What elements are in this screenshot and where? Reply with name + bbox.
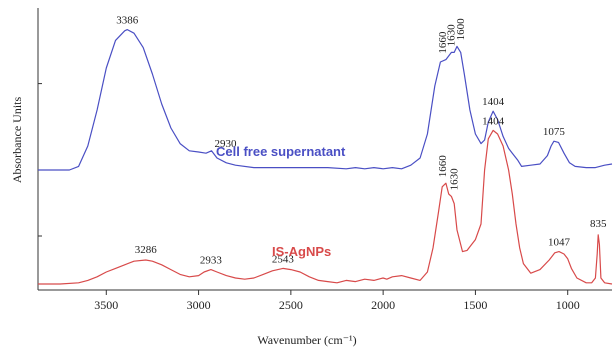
x-tick-label: 1500 [463,298,487,312]
series-line-cell-free-supernatant [38,29,613,171]
peak-label-1630: 1630 [445,24,457,47]
peak-label-3386: 3386 [116,15,139,27]
x-tick-layer: 3500 3000 2500 2000 1500 1000 [94,290,580,312]
y-axis-title: Absorbance Units [10,97,24,184]
peak-label-2933: 2933 [200,255,223,267]
peak-label-1075: 1075 [543,126,566,138]
peak-label-835: 835 [590,218,607,230]
x-tick-label: 3000 [187,298,211,312]
peak-label-1660: 1660 [437,31,449,54]
x-tick-label: 1000 [556,298,580,312]
x-tick-label: 3500 [94,298,118,312]
peak-label-1404: 1404 [482,96,505,108]
peak-label-1660: 1660 [437,155,449,178]
series-label-cell-free-supernatant: Cell free supernatant [216,144,346,159]
peak-label-1600: 1600 [455,18,467,41]
peak-label-3286: 3286 [135,244,158,256]
peak-label-1404: 1404 [482,115,505,127]
series-layer [38,29,613,285]
peak-label-1047: 1047 [548,237,571,249]
x-axis-title: Wavenumber (cm⁻¹) [257,333,356,347]
series-line-is-agnps [38,129,613,285]
peak-label-2930: 2930 [215,138,238,150]
x-tick-label: 2000 [371,298,395,312]
peak-label-1630: 1630 [448,168,460,191]
peak-label-2543: 2543 [272,253,295,265]
x-tick-label: 2500 [279,298,303,312]
series-label-is-agnps: IS-AgNPs [272,244,331,259]
